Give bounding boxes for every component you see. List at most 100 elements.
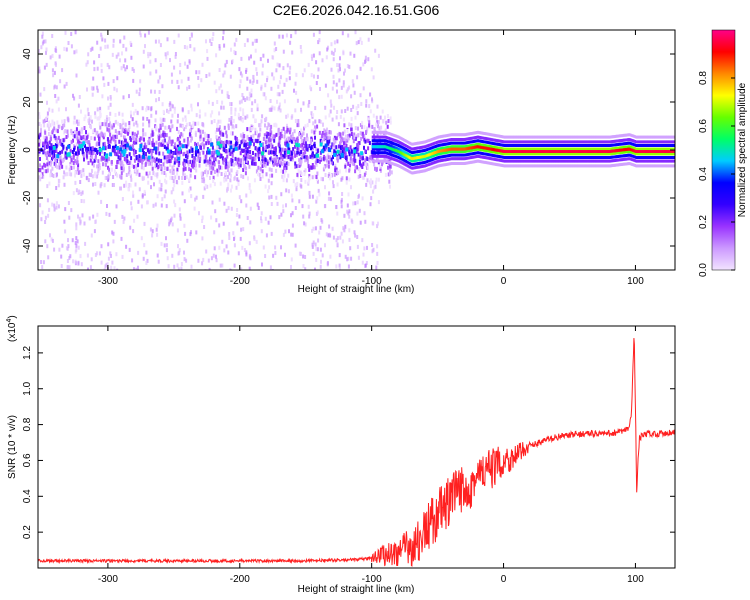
spectrogram-cell	[222, 160, 225, 165]
spectrogram-cell	[189, 232, 192, 237]
spectrogram-cell	[246, 142, 249, 147]
spectrogram-ridge-cell	[426, 163, 429, 167]
spectrogram-ridge-cell	[510, 150, 513, 153]
spectrogram-ridge-cell	[384, 139, 386, 143]
spectrogram-cell	[145, 107, 148, 112]
spectrogram-ridge-cell	[411, 171, 414, 175]
spectrogram-ridge-cell	[399, 160, 401, 164]
spectrogram-cell	[319, 225, 322, 230]
spectrogram-cell	[92, 182, 94, 187]
spectrogram-cell	[328, 176, 331, 181]
spectrogram-cell	[201, 141, 204, 146]
spectrogram-ridge-cell	[560, 159, 563, 163]
spectrogram-cell	[185, 258, 188, 263]
spectrogram-ridge-cell	[428, 150, 431, 154]
spectrogram-cell	[74, 30, 77, 35]
spectrogram-ridge-cell	[455, 145, 457, 149]
spectrogram-ridge-cell	[476, 145, 478, 149]
spectrogram-ridge-cell	[410, 171, 413, 175]
spectrogram-cell	[278, 215, 281, 220]
spectrogram-ridge-cell	[462, 141, 464, 145]
spectrogram-cell	[194, 160, 197, 165]
spectrogram-cell	[140, 165, 143, 170]
spectrogram-cell	[315, 246, 318, 251]
spectrogram-ridge-cell	[557, 156, 559, 159]
spectrogram-cell	[276, 62, 279, 67]
spectrogram-cell	[279, 147, 282, 152]
spectrogram-ridge-cell	[424, 148, 426, 152]
spectrogram-cell	[183, 257, 186, 262]
spectrogram-ridge-cell	[497, 142, 499, 146]
spectrogram-ridge-cell	[518, 135, 520, 139]
spectrogram-ridge-cell	[548, 150, 551, 153]
spectrogram-ridge-cell	[497, 151, 499, 155]
spectrogram-ridge-cell	[545, 159, 548, 163]
spectrogram-ridge-cell	[376, 154, 379, 158]
spectrogram-ridge-cell	[543, 159, 546, 163]
spectrogram-cell	[60, 264, 63, 268]
spectrogram-ridge-cell	[522, 152, 525, 156]
spectrogram-cell	[347, 256, 350, 261]
spectrogram-cell	[71, 150, 74, 154]
spectrogram-ridge-cell	[459, 147, 461, 151]
spectrogram-cell	[64, 129, 67, 134]
spectrogram-cell	[96, 164, 99, 169]
spectrogram-ridge-cell	[425, 160, 428, 164]
spectrogram-cell	[330, 151, 333, 156]
spectrogram-ridge-cell	[494, 138, 496, 142]
spectrogram-ridge-cell	[488, 147, 491, 151]
spectrogram-ridge-cell	[405, 144, 407, 148]
spectrogram-ridge-cell	[534, 156, 536, 159]
spectrogram-ridge-cell	[509, 147, 512, 151]
spectrogram-cell	[364, 149, 367, 154]
spectrogram-ridge-cell	[489, 133, 492, 137]
spectrogram-ridge-cell	[461, 138, 463, 141]
spectrogram-ridge-cell	[392, 138, 395, 142]
spectrogram-cell	[99, 184, 102, 189]
spectrogram-cell	[280, 245, 282, 250]
spectrogram-ridge-cell	[461, 162, 463, 165]
spectrogram-ridge-cell	[528, 159, 531, 163]
spectrogram-cell	[280, 212, 283, 217]
spectrogram-cell	[268, 167, 271, 172]
spectrogram-ridge-cell	[482, 146, 484, 150]
spectrogram-cell	[363, 145, 365, 150]
spectrogram-ridge-cell	[384, 159, 386, 163]
spectrogram-cell	[221, 89, 224, 94]
spectrogram-cell	[332, 155, 334, 160]
spectrogram-cell	[63, 123, 66, 128]
spectrogram-cell	[274, 122, 277, 127]
spectrogram-cell	[361, 131, 364, 136]
spectrogram-cell	[85, 139, 88, 144]
spectrogram-cell	[171, 165, 174, 170]
spectrogram-cell	[342, 131, 345, 136]
spectrogram-cell	[122, 168, 125, 173]
spectrogram-ridge-cell	[398, 150, 400, 153]
spectrogram-cell	[298, 160, 301, 165]
spectrogram-ridge-cell	[474, 139, 476, 143]
spectrogram-cell	[344, 134, 347, 139]
spectrogram-cell	[178, 161, 181, 165]
spectrogram-ridge-cell	[438, 159, 440, 163]
spectrogram-cell	[355, 165, 358, 170]
spectrogram-cell	[301, 73, 304, 78]
spectrogram-cell	[218, 111, 221, 116]
spectrogram-ridge-cell	[394, 142, 397, 146]
spectrogram-ridge-cell	[486, 161, 489, 165]
spectrogram-cell	[193, 166, 196, 170]
spectrogram-ridge-cell	[426, 151, 429, 155]
spectrogram-ridge-cell	[467, 152, 470, 156]
spectrogram-cell	[114, 144, 117, 149]
spectrogram-cell	[268, 185, 271, 190]
spectrogram-cell	[172, 187, 175, 192]
spectrogram-ridge-cell	[411, 147, 414, 151]
spectrogram-cell	[267, 220, 270, 225]
spectrogram-cell	[120, 175, 123, 180]
spectrogram-cell	[187, 162, 190, 167]
spectrogram-cell	[264, 216, 267, 221]
spectrogram-cell	[53, 70, 56, 75]
spectrogram-cell	[353, 135, 356, 140]
spectrogram-ridge-cell	[376, 145, 379, 149]
spectrogram-cell	[167, 109, 170, 114]
spectrogram-ridge-cell	[552, 152, 554, 156]
